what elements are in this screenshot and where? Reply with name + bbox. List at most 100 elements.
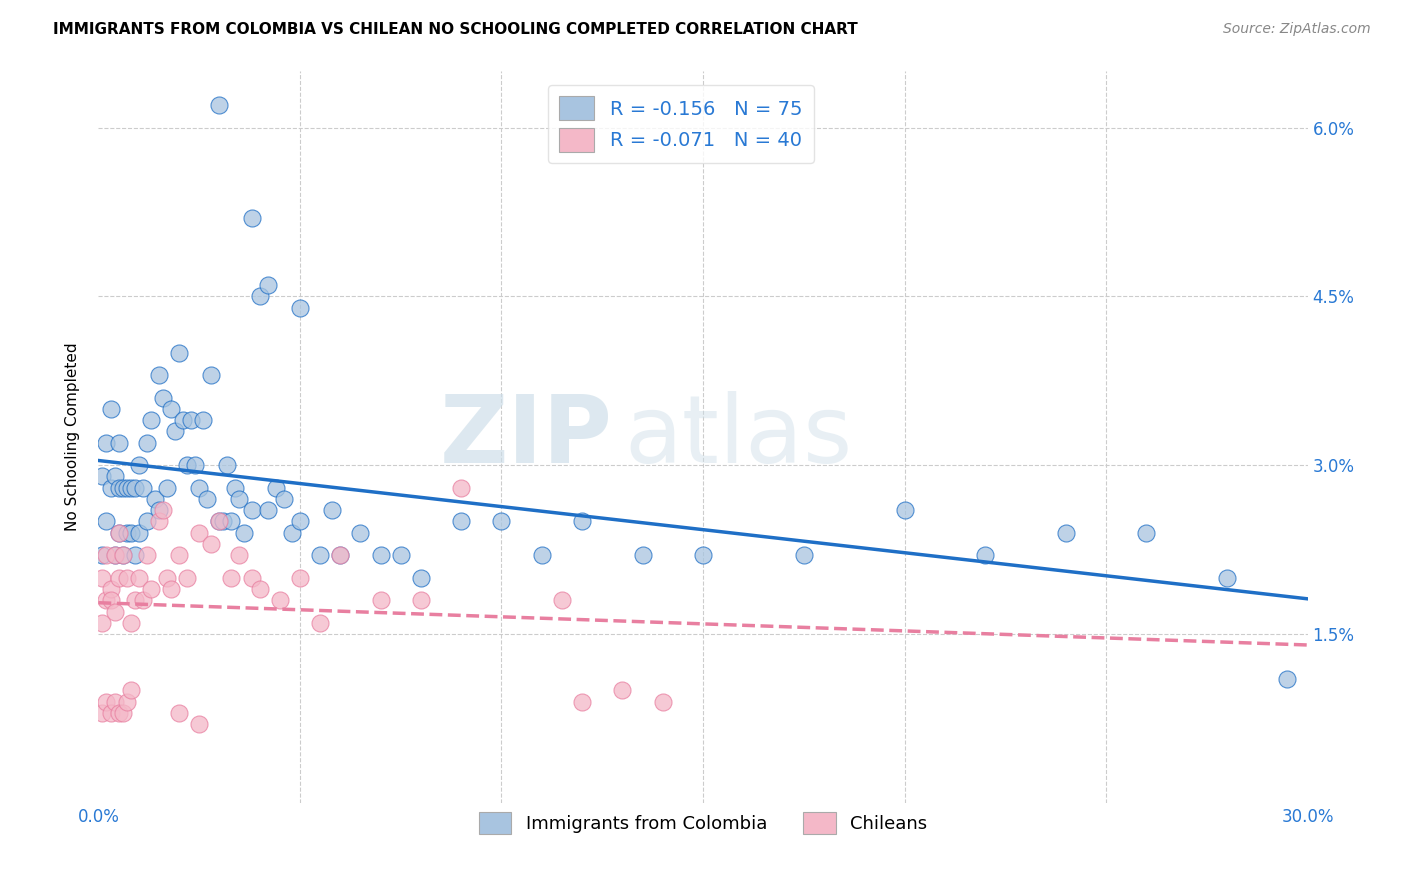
Point <box>264 481 287 495</box>
Point <box>91 548 114 562</box>
Point <box>256 503 278 517</box>
Point <box>91 469 114 483</box>
Point <box>309 615 332 630</box>
Point <box>321 503 343 517</box>
Point <box>200 368 222 383</box>
Point <box>100 481 122 495</box>
Point <box>232 525 254 540</box>
Point <box>96 593 118 607</box>
Point <box>208 98 231 112</box>
Point <box>152 503 174 517</box>
Point <box>893 503 915 517</box>
Text: atlas: atlas <box>624 391 852 483</box>
Point <box>120 525 142 540</box>
Point <box>1054 525 1077 540</box>
Point <box>107 706 129 720</box>
Point <box>176 571 198 585</box>
Point <box>176 458 198 473</box>
Point <box>103 469 125 483</box>
Point <box>269 593 291 607</box>
Point <box>115 571 138 585</box>
Point <box>195 491 218 506</box>
Point <box>103 548 125 562</box>
Point <box>172 413 194 427</box>
Point <box>128 458 150 473</box>
Point <box>256 278 278 293</box>
Point <box>612 683 634 698</box>
Point <box>974 548 997 562</box>
Point <box>100 582 122 596</box>
Point <box>163 425 186 439</box>
Point <box>329 548 352 562</box>
Point <box>184 458 207 473</box>
Point <box>571 694 593 708</box>
Point <box>240 503 263 517</box>
Point <box>273 491 295 506</box>
Point <box>349 525 371 540</box>
Point <box>96 515 118 529</box>
Point <box>240 571 263 585</box>
Point <box>96 548 118 562</box>
Point <box>128 525 150 540</box>
Point <box>115 694 138 708</box>
Point <box>288 571 311 585</box>
Point <box>115 525 138 540</box>
Point <box>651 694 673 708</box>
Point <box>100 593 122 607</box>
Point <box>107 525 129 540</box>
Point <box>91 571 114 585</box>
Point <box>107 571 129 585</box>
Point <box>111 706 134 720</box>
Point <box>132 481 155 495</box>
Point <box>148 515 170 529</box>
Point <box>135 435 157 450</box>
Point <box>1135 525 1157 540</box>
Point <box>103 548 125 562</box>
Point <box>228 548 250 562</box>
Point <box>409 593 432 607</box>
Point <box>148 503 170 517</box>
Point <box>152 391 174 405</box>
Point <box>329 548 352 562</box>
Point <box>111 548 134 562</box>
Point <box>96 435 118 450</box>
Text: Source: ZipAtlas.com: Source: ZipAtlas.com <box>1223 22 1371 37</box>
Point <box>107 525 129 540</box>
Point <box>389 548 412 562</box>
Legend: Immigrants from Colombia, Chileans: Immigrants from Colombia, Chileans <box>471 805 935 841</box>
Point <box>120 615 142 630</box>
Point <box>120 683 142 698</box>
Point <box>91 706 114 720</box>
Point <box>530 548 553 562</box>
Point <box>692 548 714 562</box>
Point <box>370 548 392 562</box>
Point <box>228 491 250 506</box>
Point <box>551 593 574 607</box>
Point <box>124 548 146 562</box>
Text: ZIP: ZIP <box>440 391 613 483</box>
Point <box>143 491 166 506</box>
Point <box>631 548 654 562</box>
Point <box>491 515 513 529</box>
Point <box>309 548 332 562</box>
Point <box>124 481 146 495</box>
Point <box>160 401 183 416</box>
Point <box>188 717 211 731</box>
Point <box>167 345 190 359</box>
Point <box>167 706 190 720</box>
Point <box>103 694 125 708</box>
Point <box>1277 672 1299 686</box>
Point <box>450 481 472 495</box>
Point <box>100 401 122 416</box>
Point <box>107 481 129 495</box>
Point <box>217 458 239 473</box>
Point <box>160 582 183 596</box>
Point <box>208 515 231 529</box>
Y-axis label: No Schooling Completed: No Schooling Completed <box>65 343 80 532</box>
Point <box>409 571 432 585</box>
Point <box>224 481 246 495</box>
Point <box>193 413 215 427</box>
Point <box>111 481 134 495</box>
Point <box>188 525 211 540</box>
Point <box>156 571 179 585</box>
